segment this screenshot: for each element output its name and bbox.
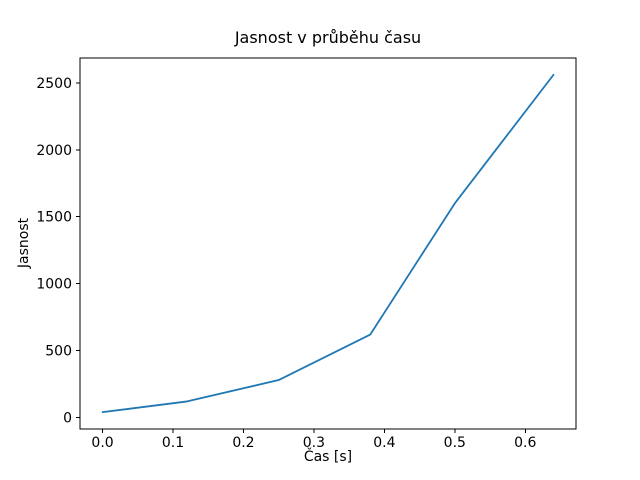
x-tick-label: 0.3 — [303, 435, 325, 451]
x-tick-label: 0.2 — [232, 435, 254, 451]
x-tick-label: 0.0 — [91, 435, 113, 451]
x-tick-label: 0.1 — [162, 435, 184, 451]
x-tick-label: 0.4 — [373, 435, 395, 451]
x-tick-label: 0.5 — [444, 435, 466, 451]
y-axis-label: Jasnost — [16, 217, 32, 269]
x-axis-label: Čas [s] — [303, 449, 353, 465]
y-tick-label: 0 — [63, 410, 72, 426]
data-line-series — [101, 73, 555, 414]
axes-spines — [79, 57, 577, 430]
x-tick-label: 0.6 — [514, 435, 536, 451]
y-tick-label: 1500 — [36, 210, 72, 226]
y-tick-label: 2000 — [36, 143, 72, 159]
y-tick-label: 1000 — [36, 277, 72, 293]
y-tick-label: 2500 — [36, 76, 72, 92]
y-tick-label: 500 — [45, 344, 72, 360]
chart-title: Jasnost v průběhu času — [234, 28, 422, 47]
